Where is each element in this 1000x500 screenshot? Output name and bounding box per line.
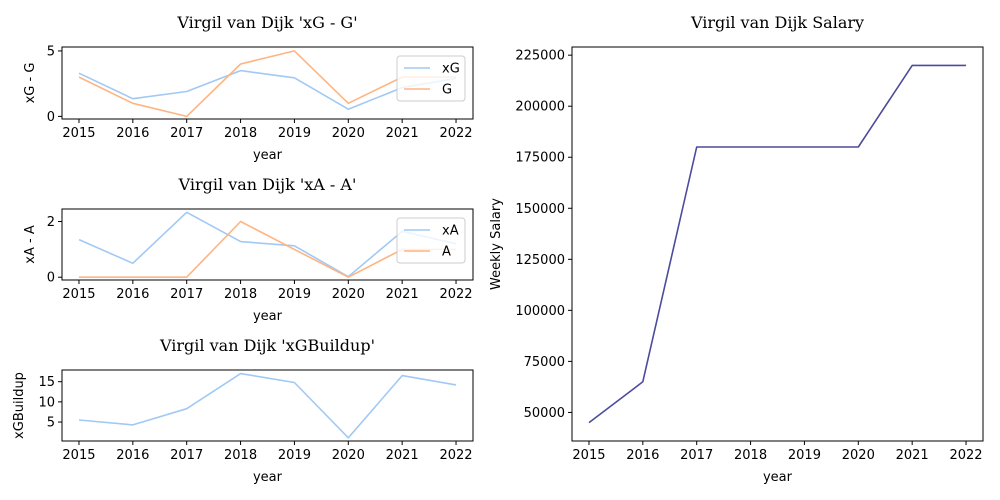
y-tick-label: 5 — [47, 416, 55, 431]
x-tick-label: 2017 — [680, 448, 713, 463]
series-line-A — [79, 220, 456, 279]
plot-frame — [61, 369, 474, 442]
x-tick-label: 2018 — [224, 448, 257, 463]
y-tick-label: 2 — [47, 215, 55, 230]
legend: xG G — [396, 55, 466, 102]
y-tick-label: 225000 — [515, 49, 565, 64]
y-tick-label: 75000 — [524, 355, 565, 370]
series-line-xG — [78, 69, 457, 110]
series-line-xA — [78, 211, 457, 278]
legend-label-xA: xA — [442, 224, 459, 239]
x-tick-label: 2018 — [734, 448, 767, 463]
series-line-G — [78, 50, 456, 118]
x-tick-label: 2020 — [332, 126, 365, 141]
x-axis-label: year — [253, 470, 283, 485]
x-tick-label: 2016 — [116, 448, 149, 463]
y-axis-label: Weekly Salary — [489, 198, 504, 290]
series-line-series-1 — [588, 64, 966, 424]
chart-title: Virgil van Dijk 'xG - G' — [176, 13, 357, 32]
x-axis-label: year — [253, 309, 283, 324]
x-tick-label: 2022 — [439, 287, 472, 302]
plot-frame — [571, 46, 984, 442]
chart-panel-2: Virgil van Dijk 'xA - A' 2015 2016 2017 2018… — [23, 175, 474, 324]
y-tick-label: 10 — [38, 395, 55, 410]
chart-title: Virgil van Dijk Salary — [690, 13, 864, 32]
x-tick-label: 2022 — [439, 448, 472, 463]
legend-label-A: A — [442, 245, 451, 260]
x-tick-label: 2021 — [386, 126, 419, 141]
y-axis-label: xG - G — [23, 63, 38, 104]
plot-frame — [61, 208, 474, 281]
x-tick-label: 2021 — [386, 448, 419, 463]
legend-label-G: G — [442, 83, 452, 98]
x-tick-label: 2019 — [278, 126, 311, 141]
x-tick-label: 2015 — [62, 126, 95, 141]
y-tick-label: 150000 — [515, 202, 565, 217]
x-tick-label: 2017 — [170, 287, 203, 302]
x-tick-label: 2022 — [949, 448, 982, 463]
x-tick-label: 2019 — [278, 287, 311, 302]
x-tick-label: 2016 — [116, 126, 149, 141]
y-tick-label: 5 — [47, 44, 55, 59]
x-tick-label: 2021 — [386, 287, 419, 302]
x-axis-label: year — [253, 148, 283, 163]
x-tick-label: 2022 — [439, 126, 472, 141]
x-tick-label: 2020 — [332, 448, 365, 463]
legend: xA A — [396, 217, 466, 264]
plot-frame — [61, 46, 474, 120]
x-tick-label: 2018 — [224, 126, 257, 141]
chart-panel-4: Virgil van Dijk Salary 2015 2016 2017 2018 20… — [489, 13, 984, 485]
x-tick-label: 2020 — [332, 287, 365, 302]
y-tick-label: 50000 — [524, 406, 565, 421]
x-tick-label: 2020 — [842, 448, 875, 463]
chart-panel-3: Virgil van Dijk 'xGBuildup' 2015 2016 2017 2… — [12, 336, 474, 485]
x-tick-label: 2016 — [626, 448, 659, 463]
y-tick-label: 15 — [38, 375, 55, 390]
x-axis-label: year — [763, 470, 793, 485]
chart-panel-1: Virgil van Dijk 'xG - G' 2015 2016 2017 2018… — [23, 13, 474, 163]
y-tick-label: 100000 — [515, 304, 565, 319]
legend-label-xG: xG — [442, 62, 460, 77]
x-tick-label: 2017 — [170, 448, 203, 463]
chart-title: Virgil van Dijk 'xA - A' — [178, 175, 357, 194]
x-tick-label: 2017 — [170, 126, 203, 141]
x-tick-label: 2015 — [572, 448, 605, 463]
chart-title: Virgil van Dijk 'xGBuildup' — [159, 336, 375, 355]
y-axis-label: xGBuildup — [12, 372, 27, 439]
y-tick-label: 175000 — [515, 151, 565, 166]
y-axis-label: xA - A — [23, 225, 38, 264]
y-tick-label: 0 — [47, 271, 55, 286]
y-tick-label: 0 — [47, 110, 55, 125]
x-tick-label: 2018 — [224, 287, 257, 302]
y-tick-label: 125000 — [515, 253, 565, 268]
x-tick-label: 2016 — [116, 287, 149, 302]
y-tick-label: 200000 — [515, 100, 565, 115]
x-tick-label: 2021 — [896, 448, 929, 463]
x-tick-label: 2019 — [278, 448, 311, 463]
x-tick-label: 2015 — [62, 287, 95, 302]
series-line-series-1 — [78, 372, 457, 439]
x-tick-label: 2015 — [62, 448, 95, 463]
x-tick-label: 2019 — [788, 448, 821, 463]
